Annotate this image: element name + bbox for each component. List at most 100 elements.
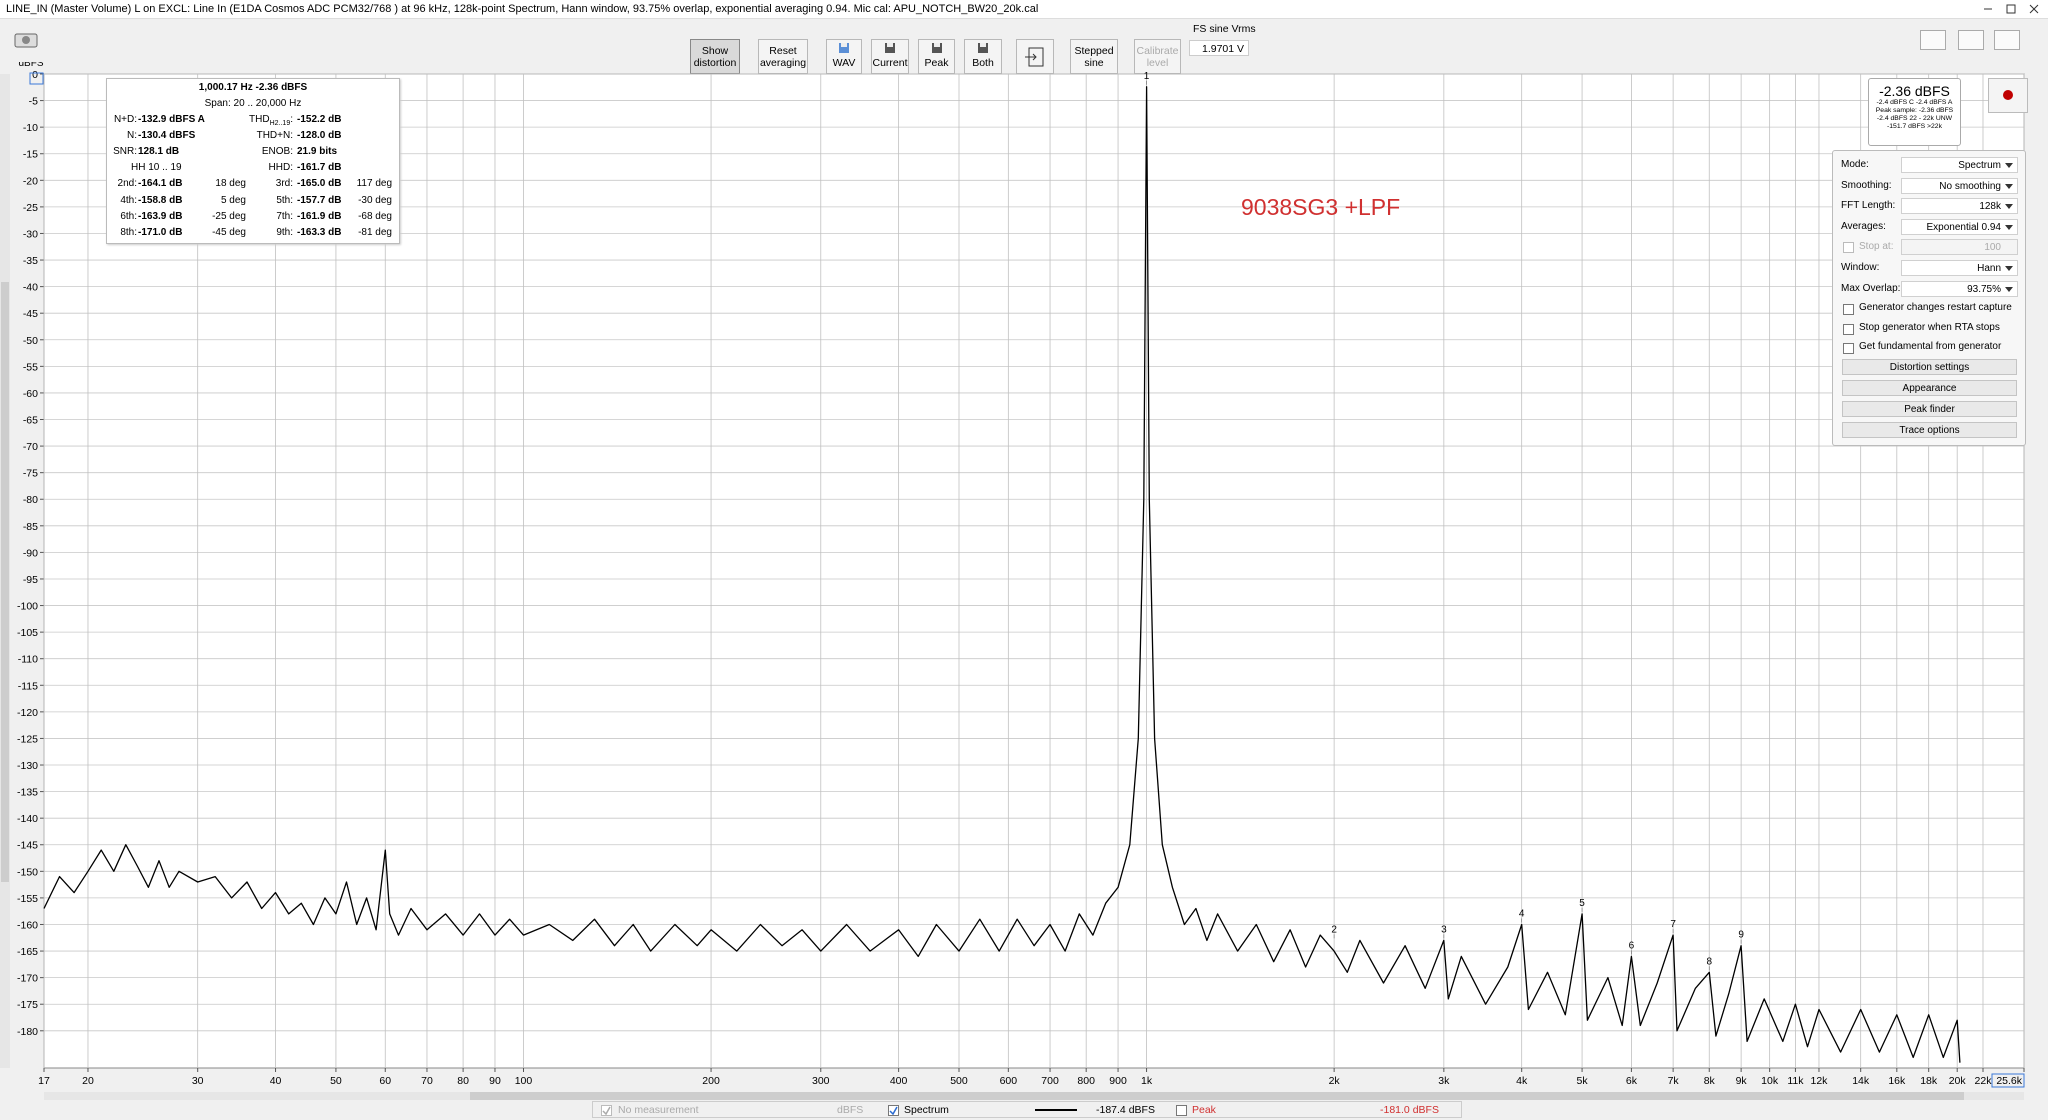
close[interactable] [2029, 4, 2039, 14]
level-meter: -2.36 dBFS -2.4 dBFS C -2.4 dBFS A Peak sa… [1868, 78, 1961, 146]
save-icon [978, 43, 988, 53]
x-tick-label: 300 [812, 1075, 830, 1087]
x-tick-label: 17 [38, 1075, 50, 1087]
metric-label: 7th: [276, 211, 293, 222]
legend-value: -187.4 dBFS [1096, 1104, 1155, 1116]
toolbar-button[interactable]: Show distortion [690, 39, 740, 74]
field-label: Mode: [1841, 159, 1869, 170]
metric-value: -132.9 dBFS A [138, 114, 205, 125]
toolbar-button[interactable]: Reset averaging [758, 39, 808, 74]
y-tick-label: -165 [17, 946, 38, 958]
dropdown-value: 93.75% [1967, 283, 2001, 295]
x-tick-label: 400 [890, 1075, 908, 1087]
window-controls[interactable] [1980, 2, 2044, 16]
x-tick-label: 20k [1949, 1075, 1967, 1087]
panel-button[interactable]: Distortion settings [1842, 359, 2017, 375]
harmonic-label: 4 [1519, 908, 1525, 919]
record-icon[interactable] [1989, 79, 2027, 112]
title-bar: LINE_IN (Master Volume) L on EXCL: Line … [0, 0, 2048, 19]
panel-button[interactable]: Peak finder [1842, 401, 2017, 417]
fs-input[interactable]: 1.9701 V [1189, 40, 1249, 56]
field-label: Window: [1841, 262, 1880, 273]
toolbar: Show distortion Reset averaging WAV Current… [0, 18, 2048, 74]
dropdown[interactable]: Hann [1901, 260, 2018, 276]
y-tick-label: -5 [29, 96, 38, 108]
metric-value: -163.9 dB [138, 210, 183, 222]
dropdown-value: Exponential 0.94 [1926, 221, 2001, 233]
x-tick-label: 80 [457, 1075, 469, 1087]
metric-value: -152.2 dB [297, 114, 342, 125]
checkbox[interactable] [1843, 323, 1854, 335]
level-reading: -2.36 dBFS [1879, 83, 1950, 99]
y-tick-label: -60 [23, 388, 38, 400]
x-tick-label: 14k [1852, 1075, 1870, 1087]
panel-button[interactable]: Trace options [1842, 422, 2017, 438]
legend-checkbox[interactable] [888, 1105, 899, 1116]
dropdown[interactable]: No smoothing [1901, 177, 2018, 194]
import-icon[interactable] [1024, 46, 1046, 68]
metric-label: N+D: [113, 114, 137, 125]
metric-label: 4th: [120, 194, 137, 206]
metric-label: HH 10 .. 19 [131, 162, 182, 174]
legend-entry: Spectrum [904, 1104, 949, 1116]
level-detail: -2.4 dBFS 22 - 22k UNW [1876, 115, 1953, 122]
label-text: 5th: [276, 194, 293, 206]
metric-value: -161.9 dB [297, 210, 342, 222]
metric-value: -164.1 dB [138, 178, 183, 190]
metric-label: 9th: [276, 227, 293, 238]
dropdown-arrow [2005, 286, 2013, 292]
y-tick-label: -145 [17, 840, 38, 852]
label-text: ENOB: [261, 146, 293, 158]
field-label: Smoothing: [1841, 179, 1892, 191]
dropdown[interactable]: 128k [1901, 198, 2018, 215]
y-tick-label: -70 [23, 441, 38, 453]
layout-icon[interactable] [1958, 30, 1984, 50]
label-text: 3rd: [275, 178, 293, 190]
camera-icon[interactable] [14, 30, 40, 48]
dropdown[interactable]: 93.75% [1901, 280, 2018, 297]
metric-label: 6th: [120, 210, 137, 222]
checkbox-label: Generator changes restart capture [1859, 302, 2012, 313]
y-tick-label: -80 [23, 494, 38, 506]
panel-button[interactable]: Appearance [1842, 380, 2017, 396]
x-tick-label: 50 [330, 1075, 342, 1087]
y-tick-label: -135 [17, 787, 38, 799]
dropdown-value: No smoothing [1939, 180, 2001, 192]
toolbar-button[interactable]: Stepped sine [1070, 39, 1118, 74]
layout-icon[interactable] [1994, 30, 2020, 50]
dropdown: 100 [1901, 239, 2018, 256]
y-tick-label: -130 [17, 760, 38, 772]
layout-icon[interactable] [1920, 30, 1946, 50]
record-button[interactable] [1988, 78, 2028, 113]
harmonic-label: 2 [1331, 924, 1337, 935]
label-text: THD [249, 114, 270, 125]
y-tick-label: -170 [17, 973, 38, 985]
field-label: Stop at: [1859, 241, 1894, 253]
x-tick-label: 7k [1668, 1075, 1680, 1087]
label-text: 9th: [276, 226, 293, 238]
x-tick-label: 40 [270, 1075, 282, 1087]
v-scroll-thumb [1, 282, 9, 882]
metric-phase: -68 deg [358, 210, 392, 222]
x-tick-label: 800 [1077, 1075, 1095, 1087]
import-button[interactable] [1016, 39, 1054, 74]
restore[interactable] [2006, 4, 2016, 14]
y-tick-label: -105 [17, 627, 38, 639]
checkbox[interactable] [1843, 304, 1854, 315]
checkbox[interactable] [1843, 343, 1854, 354]
legend-checkbox[interactable] [1176, 1105, 1187, 1116]
y-tick-label: -100 [17, 601, 38, 613]
legend-bar: No measurement dBFS Spectrum -187.4 dBFS Pea… [0, 1100, 2048, 1120]
y-tick-label: -160 [17, 919, 38, 931]
metric-label: SNR: [113, 146, 137, 158]
label-text: HHD: [268, 162, 293, 174]
dropdown[interactable]: Spectrum [1901, 157, 2018, 173]
x-tick-label: 12k [1811, 1075, 1829, 1087]
dropdown-arrow [2005, 266, 2013, 271]
legend-checkbox[interactable] [601, 1105, 612, 1116]
metric-phase: -25 deg [212, 210, 246, 222]
harmonic-label: 7 [1670, 919, 1676, 930]
dropdown[interactable]: Exponential 0.94 [1901, 218, 2018, 235]
metric-label: 8th: [120, 226, 137, 238]
x-tick-label: 500 [950, 1075, 968, 1087]
